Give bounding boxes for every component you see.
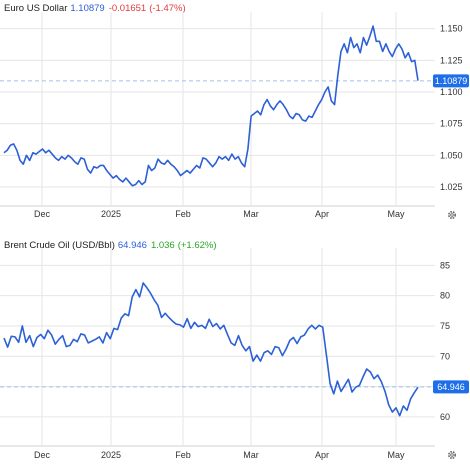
eurusd-title: Euro US Dollar <box>4 3 67 14</box>
y-tick-label: 1.125 <box>440 55 463 65</box>
y-tick-label: 60 <box>440 412 450 422</box>
eurusd-y-ticks: 1.150 1.125 1.100 1.075 1.050 1.025 <box>440 24 463 192</box>
y-tick-label: 1.025 <box>440 182 463 192</box>
eurusd-price-tag: 1.10879 <box>433 74 469 88</box>
eurusd-price-tag-label: 1.10879 <box>435 76 468 86</box>
y-tick-label: 80 <box>440 291 450 301</box>
brent-chart: Brent Crude Oil (USD/Bbl) 64.946 1.036 (+1.… <box>0 240 469 460</box>
brent-y-ticks: 858075706560 <box>440 260 450 422</box>
eurusd-header: Euro US Dollar 1.10879 -0.01651 (-1.47%) <box>4 3 186 14</box>
gear-icon[interactable] <box>447 210 457 220</box>
brent-price-tag-bg <box>433 380 469 394</box>
brent-price-tag-label: 64.946 <box>437 382 465 392</box>
y-tick-label: 85 <box>440 260 450 270</box>
y-tick-label: 1.100 <box>440 87 463 97</box>
x-tick-label: May <box>387 450 405 460</box>
brent-x-ticks: Dec 2025 Feb Mar Apr May <box>34 450 405 460</box>
brent-change-pct: (+1.62%) <box>178 240 217 251</box>
eurusd-chart: Euro US Dollar 1.10879 -0.01651 (-1.47%) 1.… <box>0 3 469 220</box>
x-tick-label: Mar <box>243 209 259 219</box>
x-tick-label: Apr <box>315 450 329 460</box>
eurusd-change-pct: (-1.47%) <box>149 3 185 14</box>
x-tick-label: 2025 <box>101 209 121 219</box>
y-tick-label: 1.150 <box>440 24 463 34</box>
eurusd-last-value: 1.10879 <box>70 3 104 14</box>
x-tick-label: Feb <box>175 450 191 460</box>
brent-change: 1.036 <box>151 240 175 251</box>
x-tick-label: Feb <box>175 209 191 219</box>
brent-price-tag: 64.946 <box>433 380 469 394</box>
x-tick-label: May <box>387 209 405 219</box>
y-tick-label: 75 <box>440 321 450 331</box>
eurusd-grid <box>0 12 435 206</box>
brent-grid <box>0 248 435 446</box>
y-tick-label: 1.050 <box>440 150 463 160</box>
eurusd-price-tag-bg <box>433 74 469 88</box>
eurusd-change: -0.01651 <box>109 3 147 14</box>
brent-header: Brent Crude Oil (USD/Bbl) 64.946 1.036 (+1.… <box>4 240 217 251</box>
gear-icon[interactable] <box>447 450 457 460</box>
y-tick-label: 70 <box>440 351 450 361</box>
x-tick-label: 2025 <box>101 450 121 460</box>
brent-last-value: 64.946 <box>118 240 147 251</box>
x-tick-label: Dec <box>34 450 51 460</box>
x-tick-label: Mar <box>243 450 259 460</box>
eurusd-series-line <box>3 25 419 187</box>
x-tick-label: Dec <box>34 209 51 219</box>
brent-series-line <box>3 282 419 417</box>
eurusd-x-ticks: Dec 2025 Feb Mar Apr May <box>34 209 405 219</box>
brent-title: Brent Crude Oil (USD/Bbl) <box>4 240 115 251</box>
x-tick-label: Apr <box>315 209 329 219</box>
y-tick-label: 1.075 <box>440 119 463 129</box>
